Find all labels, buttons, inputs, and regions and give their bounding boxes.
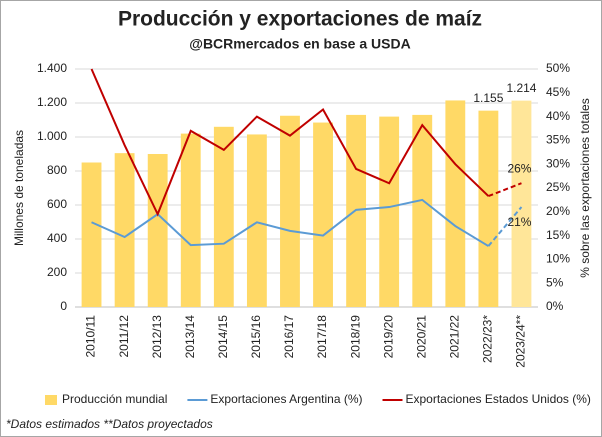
y-tick-label: 1.000	[37, 129, 67, 143]
y-tick-label: 600	[47, 197, 67, 211]
x-tick-label: 2014/15	[216, 315, 230, 359]
bar	[147, 154, 168, 307]
y-tick-label: 0	[60, 299, 67, 313]
x-tick-label: 2021/22	[447, 315, 461, 359]
x-tick-label: 2019/20	[381, 315, 395, 359]
chart-subtitle: @BCRmercados en base a USDA	[189, 36, 410, 52]
x-tick-label: 2015/16	[249, 315, 263, 359]
x-tick-label: 2022/23*	[481, 315, 495, 363]
projected-line	[487, 206, 523, 247]
chart-title: Producción y exportaciones de maíz	[118, 8, 482, 31]
x-tick-label: 2020/21	[414, 315, 428, 359]
bar	[445, 100, 466, 307]
bar	[213, 126, 234, 307]
bar	[180, 133, 201, 307]
x-tick-label: 2011/12	[117, 315, 131, 358]
y-axis-label: Millones de toneladas	[12, 130, 26, 246]
bar	[114, 153, 135, 307]
x-tick-label: 2010/11	[84, 315, 98, 358]
legend-label: Producción mundial	[62, 392, 167, 406]
bar	[81, 162, 102, 307]
legend-label: Exportaciones Estados Unidos (%)	[406, 392, 591, 406]
y2-tick-label: 50%	[546, 61, 570, 75]
y-tick-label: 1.200	[37, 95, 67, 109]
footnote: *Datos estimados **Datos proyectados	[6, 417, 213, 431]
y-tick-label: 200	[47, 265, 67, 279]
line	[90, 68, 490, 217]
bar	[478, 110, 499, 308]
x-tick-label: 2017/18	[315, 315, 329, 359]
value-label: 26%	[507, 161, 531, 175]
y2-tick-label: 10%	[546, 252, 570, 266]
x-tick-label: 2018/19	[348, 315, 362, 359]
y2-tick-label: 40%	[546, 109, 570, 123]
bar	[412, 114, 433, 308]
y2-tick-label: 5%	[546, 275, 564, 289]
projected-line	[488, 182, 522, 198]
x-tick-label: 2016/17	[282, 315, 296, 359]
bar	[511, 100, 532, 308]
value-label: 21%	[507, 215, 531, 229]
y2-tick-label: 30%	[546, 156, 570, 170]
legend-label: Exportaciones Argentina (%)	[210, 392, 362, 406]
y2-axis-label: % sobre las exportaciones totales	[578, 98, 592, 277]
y2-tick-label: 0%	[546, 299, 564, 313]
x-tick-label: 2013/14	[183, 315, 197, 359]
x-tick-label: 2023/24**	[514, 315, 528, 368]
value-label: 1.155	[473, 91, 503, 105]
y2-tick-label: 45%	[546, 85, 570, 99]
legend-swatch	[45, 395, 57, 405]
y2-tick-label: 20%	[546, 204, 570, 218]
bar	[246, 134, 267, 307]
y-tick-label: 400	[47, 231, 67, 245]
bar	[280, 115, 300, 307]
y2-tick-label: 35%	[546, 133, 570, 147]
y2-tick-label: 15%	[546, 228, 570, 242]
x-tick-label: 2012/13	[150, 315, 164, 359]
y-tick-label: 800	[47, 163, 67, 177]
y-tick-label: 1.400	[37, 61, 67, 75]
value-label: 1.214	[506, 81, 536, 95]
y2-tick-label: 25%	[546, 180, 570, 194]
bar	[379, 116, 400, 307]
bar	[313, 122, 333, 307]
